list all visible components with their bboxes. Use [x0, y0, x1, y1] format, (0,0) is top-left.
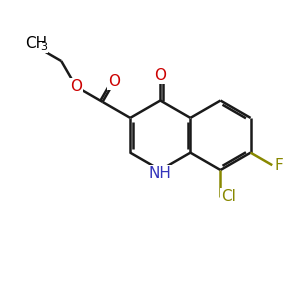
Text: O: O: [154, 68, 166, 83]
Text: CH: CH: [25, 36, 47, 51]
Text: F: F: [274, 158, 283, 173]
Text: 3: 3: [40, 43, 47, 52]
Text: O: O: [70, 79, 82, 94]
Text: Cl: Cl: [221, 189, 236, 204]
Text: NH: NH: [149, 166, 172, 181]
Text: O: O: [108, 74, 120, 89]
